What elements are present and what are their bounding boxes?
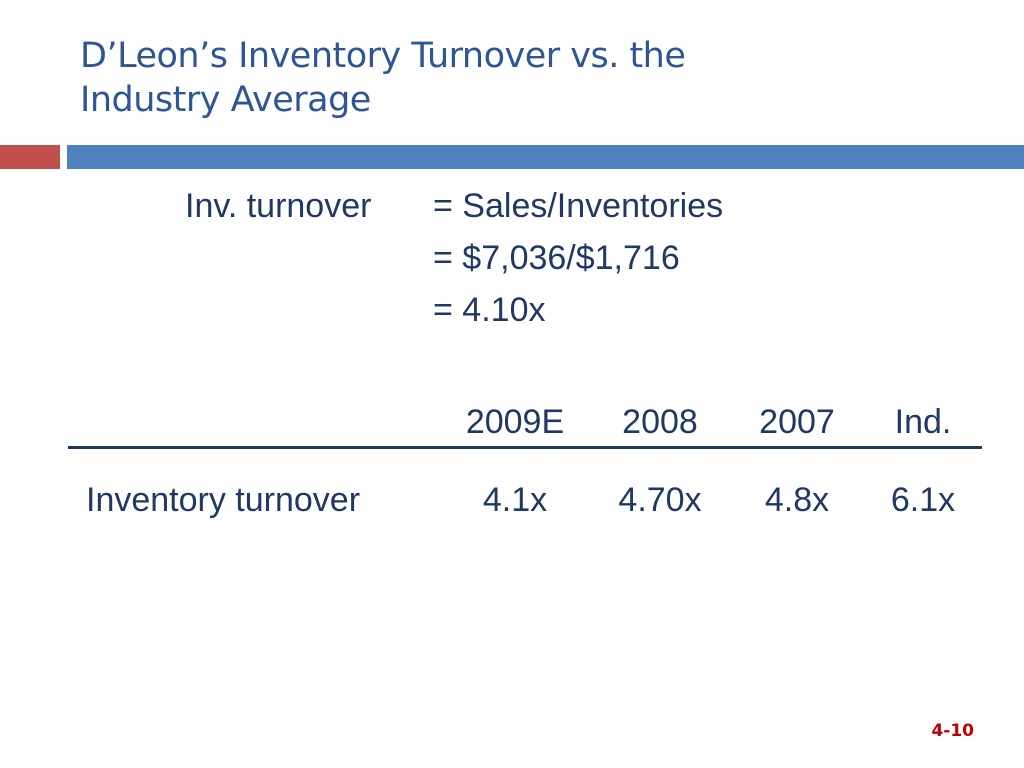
table-cell-2007: 4.8x	[764, 481, 830, 519]
table-row-label: Inventory turnover	[86, 481, 361, 519]
formula-line-3: = 4.10x	[433, 291, 546, 329]
table-cell-industry: 6.1x	[890, 481, 956, 519]
formula-line-2: = $7,036/$1,716	[433, 239, 680, 277]
table-header-2008: 2008	[622, 403, 698, 441]
title-line-1: D’Leon’s Inventory Turnover vs. the	[80, 36, 686, 76]
formula-line-1: = Sales/Inventories	[433, 187, 724, 225]
table-cell-2009e: 4.1x	[482, 481, 548, 519]
table-header-rule	[68, 446, 982, 449]
formula-label: Inv. turnover	[185, 187, 372, 225]
accent-bar-blue	[67, 145, 1024, 169]
accent-bar-red	[0, 145, 60, 169]
slide-title: D’Leon’s Inventory Turnover vs. the Indu…	[80, 34, 960, 122]
table-header-2007: 2007	[759, 403, 835, 441]
page-number: 4-10	[931, 721, 974, 741]
table-header-industry: Ind.	[894, 403, 952, 441]
title-line-2: Industry Average	[80, 80, 371, 120]
table-cell-2008: 4.70x	[618, 481, 702, 519]
table-header-2009e: 2009E	[465, 403, 565, 441]
